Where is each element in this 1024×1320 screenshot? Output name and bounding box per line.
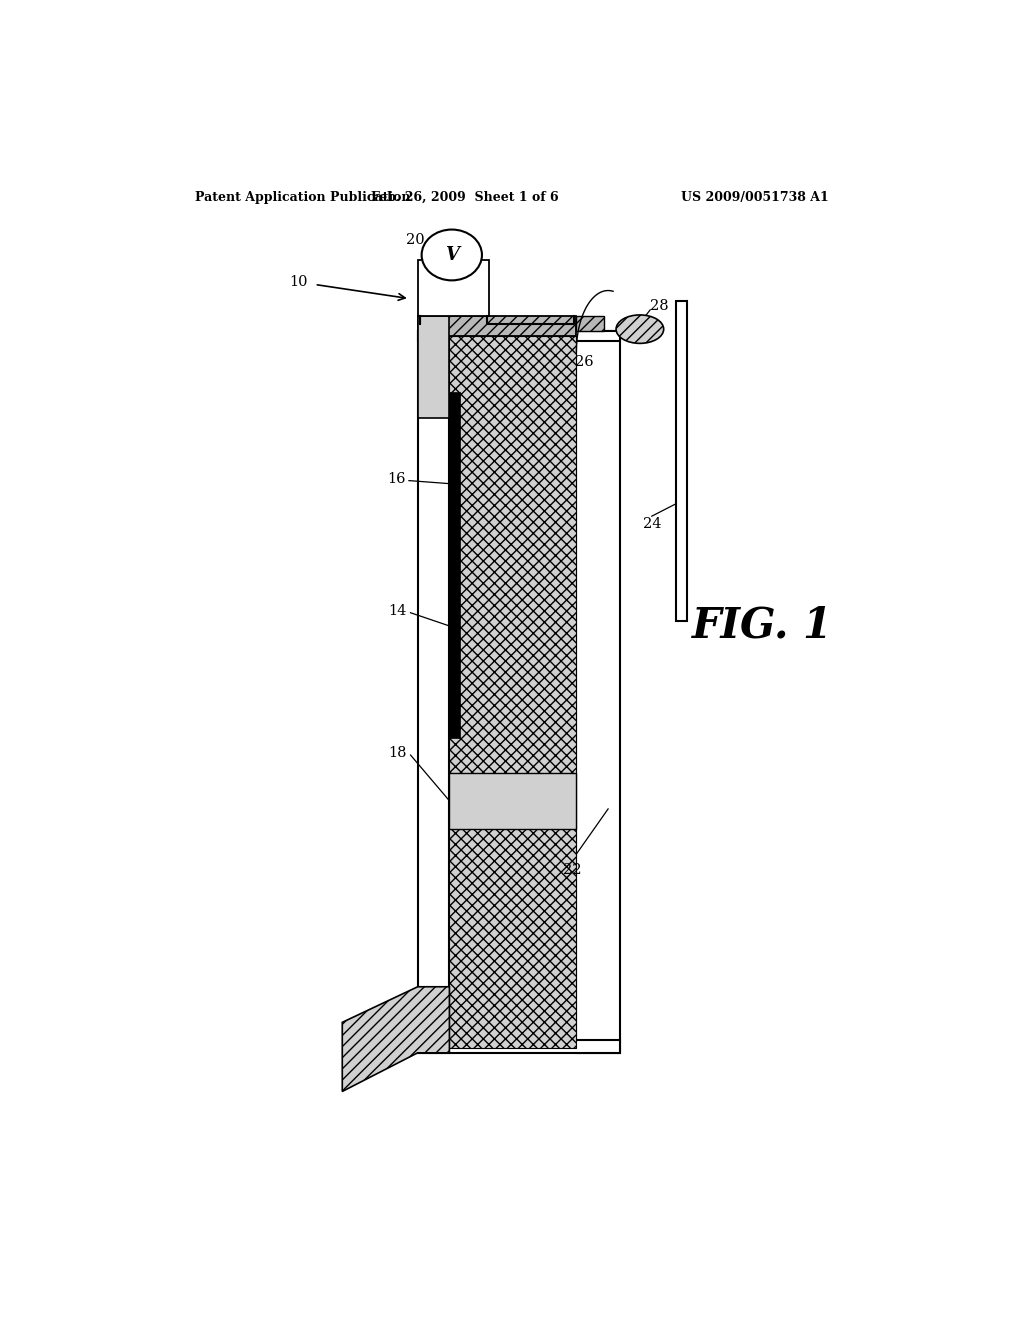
Bar bbox=[577, 331, 621, 1053]
Text: 16: 16 bbox=[387, 471, 406, 486]
Text: 26: 26 bbox=[575, 355, 594, 368]
Polygon shape bbox=[342, 987, 450, 1092]
Bar bbox=[577, 315, 604, 331]
Bar bbox=[676, 301, 687, 620]
Text: 10: 10 bbox=[290, 276, 308, 289]
Text: 12: 12 bbox=[355, 1045, 374, 1060]
Bar bbox=[418, 315, 450, 417]
Bar bbox=[450, 337, 577, 1048]
Text: FIG. 1: FIG. 1 bbox=[692, 605, 834, 647]
Text: 18: 18 bbox=[388, 746, 408, 760]
Bar bbox=[418, 331, 450, 1053]
Text: 14: 14 bbox=[389, 603, 407, 618]
Bar bbox=[418, 315, 577, 337]
Bar bbox=[450, 774, 577, 829]
Text: 20: 20 bbox=[406, 232, 425, 247]
Text: US 2009/0051738 A1: US 2009/0051738 A1 bbox=[681, 190, 828, 203]
Text: 28: 28 bbox=[650, 298, 669, 313]
Text: Patent Application Publication: Patent Application Publication bbox=[196, 190, 411, 203]
Bar bbox=[418, 331, 621, 342]
Text: Feb. 26, 2009  Sheet 1 of 6: Feb. 26, 2009 Sheet 1 of 6 bbox=[372, 190, 559, 203]
Bar bbox=[418, 1040, 621, 1053]
Ellipse shape bbox=[616, 315, 664, 343]
Ellipse shape bbox=[422, 230, 482, 280]
Text: V: V bbox=[444, 246, 459, 264]
Bar bbox=[450, 392, 460, 738]
Text: 22: 22 bbox=[563, 863, 582, 876]
Text: 24: 24 bbox=[642, 517, 662, 532]
Bar bbox=[418, 260, 489, 315]
